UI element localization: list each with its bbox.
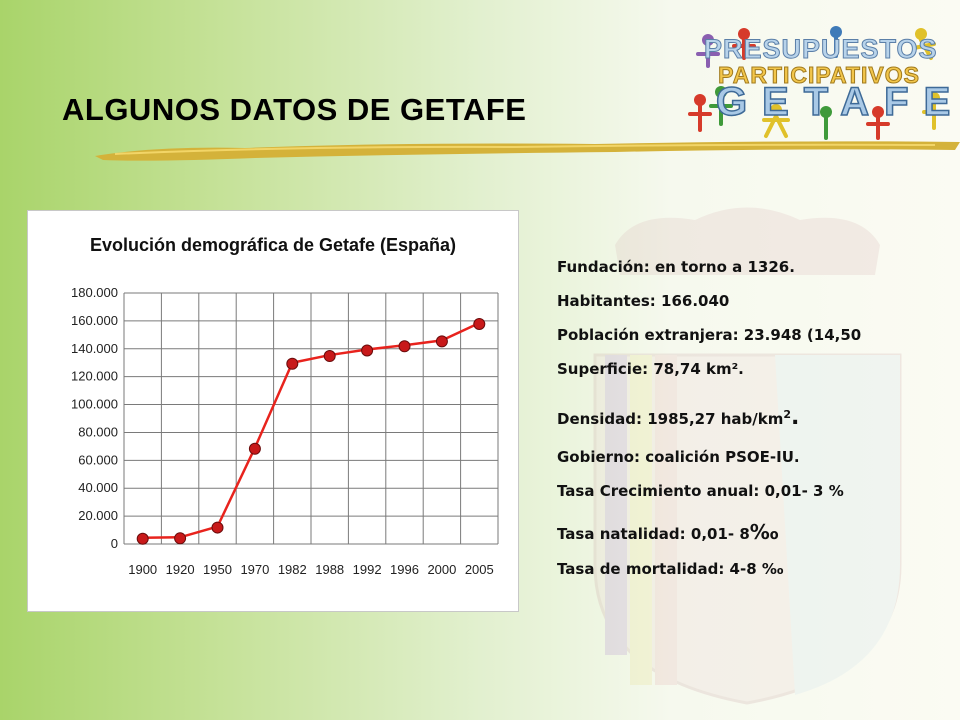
fact-densidad-text: Densidad: 1985,27 hab/km: [557, 410, 784, 428]
presupuestos-participativos-logo: PRESUPUESTOS PARTICIPATIVOS GETAFE: [686, 20, 951, 144]
x-tick-label: 1900: [128, 562, 157, 577]
data-point-2000: [435, 335, 448, 348]
y-tick-label: 60.000: [78, 452, 118, 467]
fact-mortalidad: Tasa de mortalidad: 4-8 ‰: [557, 560, 784, 578]
x-tick-label: 2000: [427, 562, 456, 577]
x-tick-label: 1982: [278, 562, 307, 577]
y-tick-label: 160.000: [71, 313, 118, 328]
fact-habitantes: Habitantes: 166.040: [557, 292, 730, 310]
data-point-2005: [473, 317, 486, 330]
fact-gobierno: Gobierno: coalición PSOE-IU.: [557, 448, 800, 466]
population-chart: Evolución demográfica de Getafe (España)…: [27, 210, 519, 612]
y-tick-label: 20.000: [78, 508, 118, 523]
fact-fundacion: Fundación: en torno a 1326.: [557, 258, 795, 276]
fact-densidad-period: .: [791, 405, 800, 430]
logo-line-3: GETAFE: [715, 79, 960, 125]
data-point-1982: [286, 357, 299, 370]
chart-title: Evolución demográfica de Getafe (España): [90, 235, 456, 255]
fact-natalidad-unit: ‰: [749, 520, 779, 544]
fact-superficie: Superficie: 78,74 km².: [557, 360, 744, 378]
x-tick-label: 1970: [240, 562, 269, 577]
logo-line-1: PRESUPUESTOS: [704, 34, 938, 65]
y-tick-label: 80.000: [78, 424, 118, 439]
x-axis-ticks: 1900 1920 1950 1970 1982 1988 1992 1996 2000 2005: [128, 562, 494, 577]
data-point-1900: [136, 532, 149, 545]
fact-poblacion-extranjera: Población extranjera: 23.948 (14,50: [557, 326, 862, 344]
logo-line-2: PARTICIPATIVOS: [718, 62, 920, 89]
data-point-1970: [248, 442, 261, 455]
fact-natalidad: Tasa natalidad: 0,01- 8‰: [557, 520, 779, 544]
y-tick-label: 100.000: [71, 397, 118, 412]
data-point-1950: [211, 521, 224, 534]
y-tick-label: 140.000: [71, 341, 118, 356]
brush-stroke-divider: [95, 141, 960, 161]
x-tick-label: 1920: [166, 562, 195, 577]
population-series: [136, 317, 486, 545]
data-point-1920: [174, 532, 187, 545]
x-tick-label: 1988: [315, 562, 344, 577]
data-point-1988: [323, 350, 336, 363]
x-tick-label: 1996: [390, 562, 419, 577]
x-tick-label: 1992: [353, 562, 382, 577]
chart-grid: [123, 292, 499, 545]
people-figures-icon: [688, 26, 946, 140]
y-tick-label: 0: [111, 536, 118, 551]
fact-densidad: Densidad: 1985,27 hab/km2.: [557, 405, 800, 430]
population-line: [142, 321, 480, 539]
data-point-1992: [361, 344, 374, 357]
y-tick-label: 40.000: [78, 480, 118, 495]
fact-crecimiento: Tasa Crecimiento anual: 0,01- 3 %: [557, 482, 844, 500]
fact-densidad-exponent: 2: [783, 408, 792, 421]
population-chart-svg: Evolución demográfica de Getafe (España)…: [71, 235, 499, 577]
x-tick-label: 2005: [465, 562, 494, 577]
data-point-1996: [398, 340, 411, 353]
y-axis-ticks: 0 20.000 40.000 60.000 80.000 100.000 120.000 1…: [71, 285, 118, 551]
y-tick-label: 180.000: [71, 285, 118, 300]
x-tick-label: 1950: [203, 562, 232, 577]
fact-natalidad-text: Tasa natalidad: 0,01- 8: [557, 525, 750, 543]
coat-of-arms-watermark: [593, 207, 902, 705]
y-tick-label: 120.000: [71, 369, 118, 384]
page-title: ALGUNOS DATOS DE GETAFE: [62, 92, 527, 127]
